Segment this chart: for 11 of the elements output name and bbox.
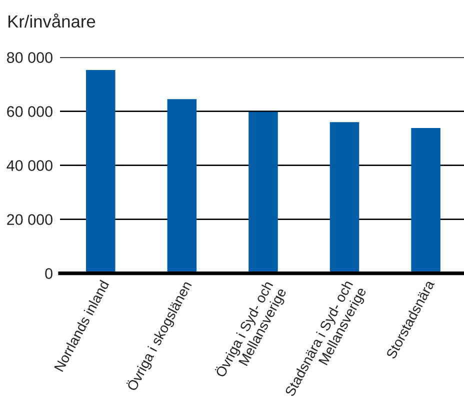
y-tick-label: 0: [45, 268, 52, 279]
bar: [86, 70, 116, 274]
y-axis-title: Kr/invånare: [8, 13, 96, 28]
bar: [248, 112, 278, 274]
y-tick-label: 80 000: [6, 52, 52, 63]
bar: [167, 99, 197, 274]
y-tick-label: 60 000: [7, 106, 52, 117]
y-tick-label: 20 000: [7, 214, 52, 225]
bar: [330, 122, 360, 274]
y-tick-label: 40 000: [6, 160, 52, 171]
bar: [411, 128, 440, 274]
